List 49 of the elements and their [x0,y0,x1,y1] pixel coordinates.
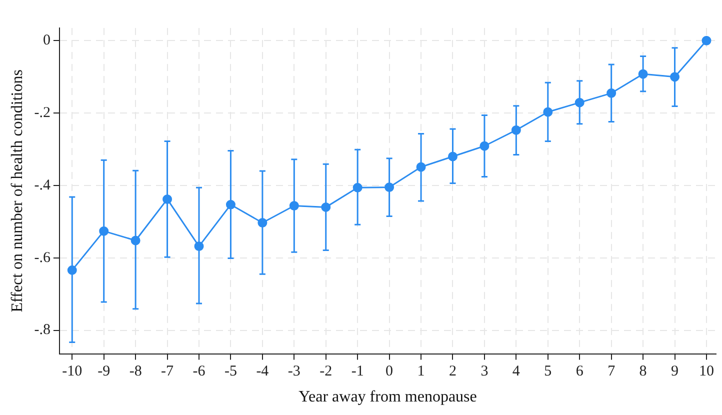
point [194,242,204,252]
x-tick-label: -1 [351,364,364,380]
x-tick-label: -5 [224,364,237,380]
x-tick-label: 0 [386,364,394,380]
x-tick-label: -7 [161,364,174,380]
x-tick-label: 6 [576,364,584,380]
x-tick-label: -8 [129,364,142,380]
point [226,200,236,210]
point [130,236,140,246]
point [606,88,616,98]
point [67,265,77,275]
x-tick-label: 10 [698,364,714,380]
x-tick-label: -9 [98,364,110,380]
point [352,182,362,192]
point [99,226,109,236]
point [162,194,172,204]
point [480,141,490,151]
x-tick-label: 2 [448,364,456,380]
x-tick-label: 9 [671,364,679,380]
x-tick-label: 8 [639,364,647,380]
x-tick-label: -10 [62,364,82,380]
point [258,218,268,228]
x-tick-label: -3 [288,364,300,380]
x-tick-label: 3 [480,364,488,380]
point [384,182,394,192]
x-tick-label: -2 [320,364,332,380]
y-tick-label: -.2 [34,105,50,122]
y-axis-title: Effect on number of health conditions [8,70,26,312]
x-axis-title: Year away from menopause [298,388,477,406]
point [289,200,299,210]
point [448,152,458,162]
point [574,98,584,108]
y-tick-label: -.6 [34,250,51,266]
point [702,36,712,46]
x-tick-label: -4 [256,364,270,380]
x-tick-label: 5 [544,364,552,380]
point [511,125,521,135]
point [638,69,648,79]
x-tick-label: 4 [512,364,520,380]
y-tick-label: -.4 [34,177,51,194]
point [321,202,331,212]
point [670,72,680,82]
x-tick-label: 7 [608,364,616,380]
y-tick-label: 0 [42,32,50,49]
x-tick-label: -6 [192,364,206,380]
x-tick-label: 1 [417,364,425,380]
point [543,107,553,117]
point [416,162,426,172]
y-tick-label: -.8 [34,322,50,338]
